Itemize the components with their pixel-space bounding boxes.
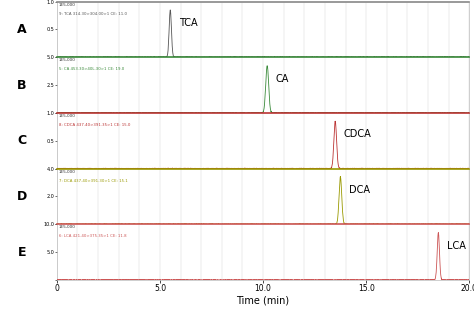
Text: B: B	[17, 79, 27, 91]
Text: DCA: DCA	[349, 185, 370, 195]
Text: A: A	[17, 23, 27, 36]
Text: 1E5,000: 1E5,000	[59, 170, 76, 174]
Text: 9: TCA 314.30>304.00>1 CE: 11.0: 9: TCA 314.30>304.00>1 CE: 11.0	[59, 12, 127, 16]
Text: 7: DCA 437.40>391.30>1 CE: 15.1: 7: DCA 437.40>391.30>1 CE: 15.1	[59, 179, 128, 183]
Text: 1E5,000: 1E5,000	[59, 114, 76, 118]
Text: 1E5,000: 1E5,000	[59, 58, 76, 62]
Text: CDCA: CDCA	[344, 129, 371, 140]
Text: 6: LCA 421.40>375.35>1 CE: 11.8: 6: LCA 421.40>375.35>1 CE: 11.8	[59, 234, 127, 238]
Text: D: D	[17, 190, 27, 203]
Text: C: C	[17, 134, 27, 147]
Text: 5: CA 453.30>40L.30>1 CE: 19.0: 5: CA 453.30>40L.30>1 CE: 19.0	[59, 67, 124, 71]
X-axis label: Time (min): Time (min)	[237, 296, 290, 306]
Text: CA: CA	[275, 74, 289, 84]
Text: 1E5,000: 1E5,000	[59, 3, 76, 7]
Text: TCA: TCA	[179, 18, 197, 28]
Text: LCA: LCA	[447, 241, 465, 251]
Text: E: E	[18, 246, 26, 258]
Text: 8: CDCA 437.40>391.35>1 CE: 15.0: 8: CDCA 437.40>391.35>1 CE: 15.0	[59, 123, 130, 127]
Text: 1E5,000: 1E5,000	[59, 225, 76, 229]
